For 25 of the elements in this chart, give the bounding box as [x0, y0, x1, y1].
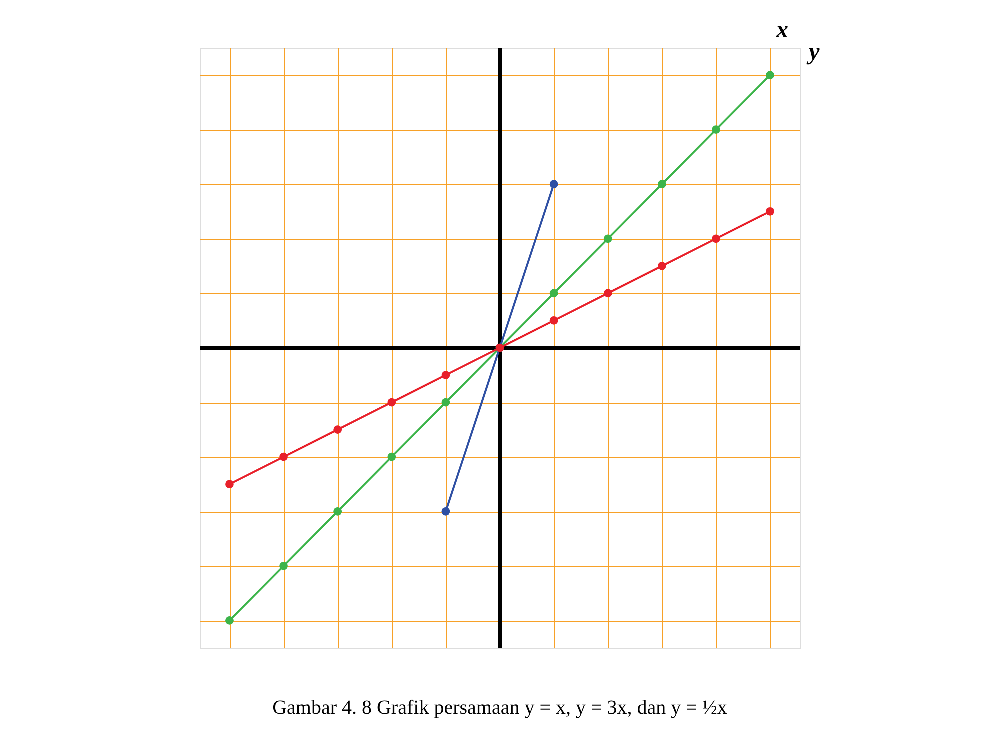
point: [766, 207, 774, 216]
point: [280, 562, 288, 570]
point: [226, 480, 234, 489]
point: [604, 289, 612, 298]
point: [388, 398, 396, 407]
point: [226, 616, 234, 625]
point: [442, 371, 450, 380]
point: [658, 262, 666, 270]
point: [550, 180, 558, 189]
point: [604, 234, 612, 244]
text: Gambar 4. 8 Grafik persamaan y = x, y = 3x, dan y = ½x: [272, 697, 728, 719]
point: [712, 234, 720, 244]
point: [334, 426, 342, 434]
x-axis-title: x: [776, 18, 788, 44]
point: [388, 452, 396, 462]
point: [550, 289, 558, 298]
point: [442, 507, 450, 516]
point: [280, 452, 288, 462]
point: [658, 180, 666, 189]
y-axis-title: y: [806, 40, 820, 66]
point: [712, 126, 720, 134]
point: [334, 507, 342, 516]
point: [550, 316, 558, 325]
point: [766, 71, 774, 80]
point: [442, 398, 450, 407]
